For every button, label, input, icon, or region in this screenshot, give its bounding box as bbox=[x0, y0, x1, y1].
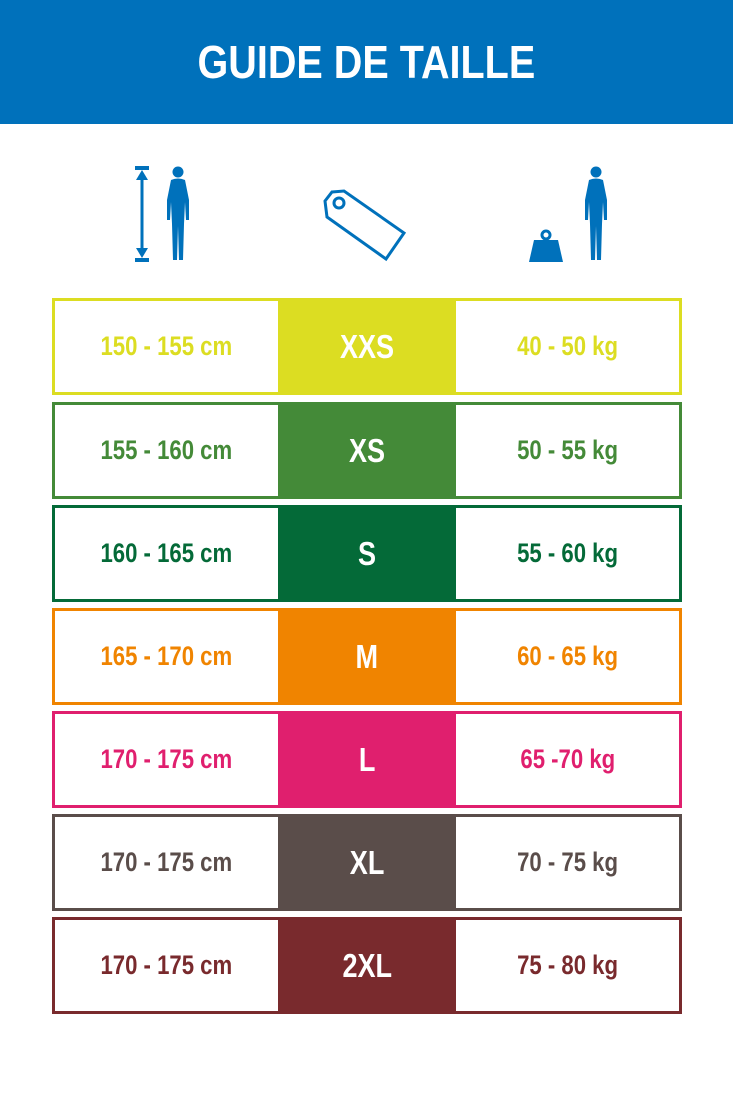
page-title: GUIDE DE TAILLE bbox=[197, 36, 536, 88]
weight-range: 75 - 80 kg bbox=[517, 950, 618, 980]
height-cell: 160 - 165 cm bbox=[55, 508, 278, 599]
height-person-icon bbox=[135, 166, 189, 262]
size-cell: XS bbox=[278, 405, 456, 496]
weight-cell: 50 - 55 kg bbox=[456, 405, 679, 496]
weight-range: 70 - 75 kg bbox=[517, 847, 618, 877]
height-cell: 170 - 175 cm bbox=[55, 920, 278, 1011]
size-row: 170 - 175 cm L 65 -70 kg bbox=[52, 711, 682, 808]
weight-range: 55 - 60 kg bbox=[517, 538, 618, 568]
size-row: 170 - 175 cm 2XL 75 - 80 kg bbox=[52, 917, 682, 1014]
size-cell: 2XL bbox=[278, 920, 456, 1011]
size-label: L bbox=[358, 740, 376, 778]
height-range: 150 - 155 cm bbox=[100, 331, 233, 361]
size-row: 165 - 170 cm M 60 - 65 kg bbox=[52, 608, 682, 705]
size-label: M bbox=[355, 637, 379, 675]
size-label: 2XL bbox=[342, 946, 392, 984]
height-range: 170 - 175 cm bbox=[100, 950, 233, 980]
weight-person-icon bbox=[529, 166, 607, 262]
size-label: S bbox=[357, 534, 377, 572]
weight-range: 65 -70 kg bbox=[520, 744, 615, 774]
size-row: 150 - 155 cm XXS 40 - 50 kg bbox=[52, 298, 682, 395]
weight-cell: 55 - 60 kg bbox=[456, 508, 679, 599]
weight-range: 60 - 65 kg bbox=[517, 641, 618, 671]
size-label: XS bbox=[348, 431, 386, 469]
height-range: 170 - 175 cm bbox=[100, 744, 233, 774]
weight-range: 40 - 50 kg bbox=[517, 331, 618, 361]
height-cell: 155 - 160 cm bbox=[55, 405, 278, 496]
height-range: 155 - 160 cm bbox=[100, 435, 233, 465]
size-cell: M bbox=[278, 611, 456, 702]
size-row: 170 - 175 cm XL 70 - 75 kg bbox=[52, 814, 682, 911]
weight-range: 50 - 55 kg bbox=[517, 435, 618, 465]
height-cell: 150 - 155 cm bbox=[55, 301, 278, 392]
height-cell: 170 - 175 cm bbox=[55, 714, 278, 805]
height-cell: 170 - 175 cm bbox=[55, 817, 278, 908]
size-cell: XXS bbox=[278, 301, 456, 392]
weight-cell: 60 - 65 kg bbox=[456, 611, 679, 702]
height-range: 165 - 170 cm bbox=[100, 641, 233, 671]
size-cell: XL bbox=[278, 817, 456, 908]
height-range: 170 - 175 cm bbox=[100, 847, 233, 877]
weight-cell: 65 -70 kg bbox=[456, 714, 679, 805]
header-banner: GUIDE DE TAILLE bbox=[0, 0, 733, 124]
size-cell: S bbox=[278, 508, 456, 599]
size-row: 160 - 165 cm S 55 - 60 kg bbox=[52, 505, 682, 602]
size-cell: L bbox=[278, 714, 456, 805]
weight-cell: 40 - 50 kg bbox=[456, 301, 679, 392]
weight-cell: 70 - 75 kg bbox=[456, 817, 679, 908]
height-range: 160 - 165 cm bbox=[100, 538, 233, 568]
weight-cell: 75 - 80 kg bbox=[456, 920, 679, 1011]
height-cell: 165 - 170 cm bbox=[55, 611, 278, 702]
size-row: 155 - 160 cm XS 50 - 55 kg bbox=[52, 402, 682, 499]
size-tag-icon bbox=[323, 189, 407, 262]
size-label: XXS bbox=[339, 327, 395, 365]
size-label: XL bbox=[349, 843, 385, 881]
